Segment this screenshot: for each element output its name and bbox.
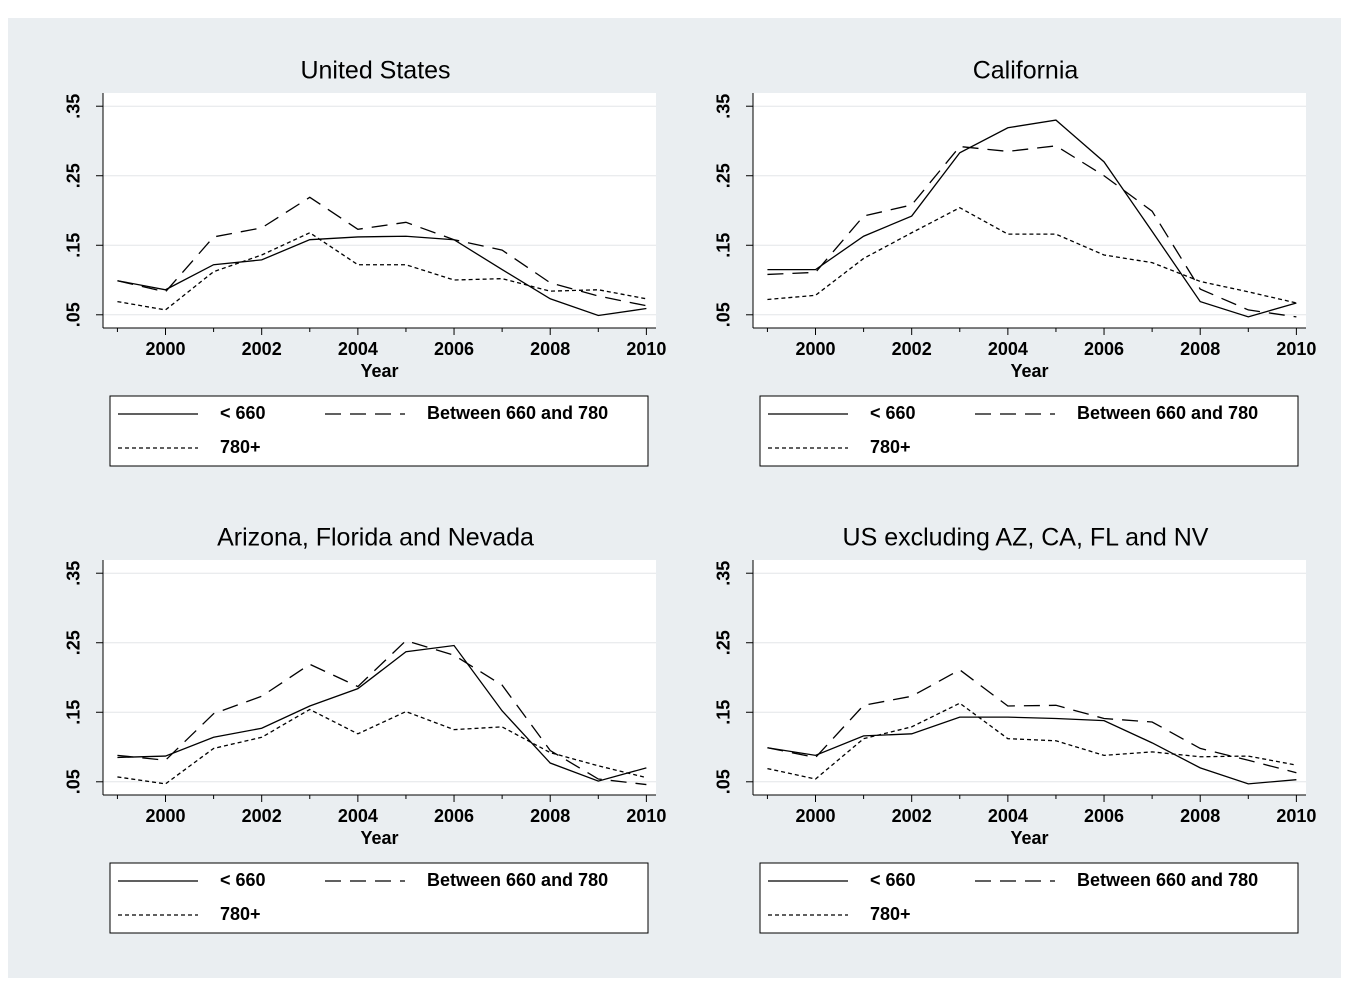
x-tick-label: 2008 bbox=[1180, 806, 1220, 826]
x-tick-label: 2000 bbox=[795, 806, 835, 826]
x-tick-label: 2006 bbox=[1084, 806, 1124, 826]
x-tick-label: 2008 bbox=[530, 806, 570, 826]
x-tick-label: 2000 bbox=[145, 339, 185, 359]
y-tick-label: .35 bbox=[64, 94, 84, 119]
y-tick-label: .25 bbox=[64, 163, 84, 188]
chart-title: Arizona, Florida and Nevada bbox=[217, 524, 534, 552]
legend-label: Between 660 and 780 bbox=[427, 403, 608, 423]
series-line bbox=[117, 644, 647, 782]
y-tick-label: .25 bbox=[64, 630, 84, 655]
x-tick-label: 2000 bbox=[795, 339, 835, 359]
y-tick-label: .25 bbox=[714, 163, 734, 188]
x-axis-label: Year bbox=[360, 361, 398, 381]
y-tick-label: .35 bbox=[714, 561, 734, 586]
legend-box bbox=[759, 862, 1299, 934]
x-tick-label: 2006 bbox=[434, 806, 474, 826]
plot-area bbox=[753, 93, 1306, 328]
x-tick-label: 2006 bbox=[1084, 339, 1124, 359]
y-tick-label: .35 bbox=[714, 94, 734, 119]
series-line bbox=[117, 235, 647, 317]
y-tick-label: .25 bbox=[714, 630, 734, 655]
series-line bbox=[767, 702, 1297, 780]
x-tick-label: 2004 bbox=[988, 806, 1028, 826]
legend-box bbox=[109, 395, 649, 467]
y-tick-label: .15 bbox=[64, 233, 84, 258]
x-tick-label: 2002 bbox=[242, 339, 282, 359]
x-tick-label: 2006 bbox=[434, 339, 474, 359]
x-tick-label: 2010 bbox=[626, 339, 666, 359]
chart-title: California bbox=[973, 57, 1079, 85]
x-tick-label: 2002 bbox=[892, 339, 932, 359]
series-line bbox=[767, 669, 1297, 774]
legend-label: Between 660 and 780 bbox=[427, 870, 608, 890]
chart-title: United States bbox=[300, 57, 450, 85]
x-tick-label: 2002 bbox=[242, 806, 282, 826]
y-tick-label: .15 bbox=[714, 700, 734, 725]
x-tick-label: 2004 bbox=[338, 806, 378, 826]
legend-label: < 660 bbox=[870, 403, 916, 423]
series-line bbox=[767, 206, 1297, 304]
series-line bbox=[117, 232, 647, 311]
y-tick-label: .05 bbox=[714, 769, 734, 794]
x-tick-label: 2008 bbox=[1180, 339, 1220, 359]
y-tick-label: .05 bbox=[714, 302, 734, 327]
x-tick-label: 2000 bbox=[145, 806, 185, 826]
x-axis-label: Year bbox=[1010, 361, 1048, 381]
legend-label: 780+ bbox=[870, 904, 911, 924]
legend-label: 780+ bbox=[220, 437, 261, 457]
legend-label: < 660 bbox=[220, 870, 266, 890]
x-axis-label: Year bbox=[360, 828, 398, 848]
x-axis-label: Year bbox=[1010, 828, 1048, 848]
x-tick-label: 2010 bbox=[1276, 806, 1316, 826]
x-tick-label: 2004 bbox=[338, 339, 378, 359]
series-line bbox=[767, 145, 1297, 318]
legend-label: Between 660 and 780 bbox=[1077, 403, 1258, 423]
legend-label: 780+ bbox=[870, 437, 911, 457]
x-tick-label: 2010 bbox=[626, 806, 666, 826]
series-line bbox=[767, 716, 1297, 785]
y-tick-label: .05 bbox=[64, 302, 84, 327]
series-line bbox=[767, 119, 1297, 318]
x-tick-label: 2002 bbox=[892, 806, 932, 826]
series-line bbox=[117, 708, 647, 785]
legend-label: 780+ bbox=[220, 904, 261, 924]
plot-area bbox=[753, 560, 1306, 795]
x-tick-label: 2010 bbox=[1276, 339, 1316, 359]
series-line bbox=[117, 196, 647, 307]
plot-area bbox=[103, 93, 656, 328]
chart-title: US excluding AZ, CA, FL and NV bbox=[843, 524, 1209, 552]
y-tick-label: .15 bbox=[714, 233, 734, 258]
y-tick-label: .15 bbox=[64, 700, 84, 725]
plot-area bbox=[103, 560, 656, 795]
x-tick-label: 2008 bbox=[530, 339, 570, 359]
legend-label: < 660 bbox=[220, 403, 266, 423]
series-line bbox=[117, 639, 647, 786]
y-tick-label: .35 bbox=[64, 561, 84, 586]
x-tick-label: 2004 bbox=[988, 339, 1028, 359]
legend-label: Between 660 and 780 bbox=[1077, 870, 1258, 890]
legend-box bbox=[109, 862, 649, 934]
legend-box bbox=[759, 395, 1299, 467]
legend-label: < 660 bbox=[870, 870, 916, 890]
y-tick-label: .05 bbox=[64, 769, 84, 794]
